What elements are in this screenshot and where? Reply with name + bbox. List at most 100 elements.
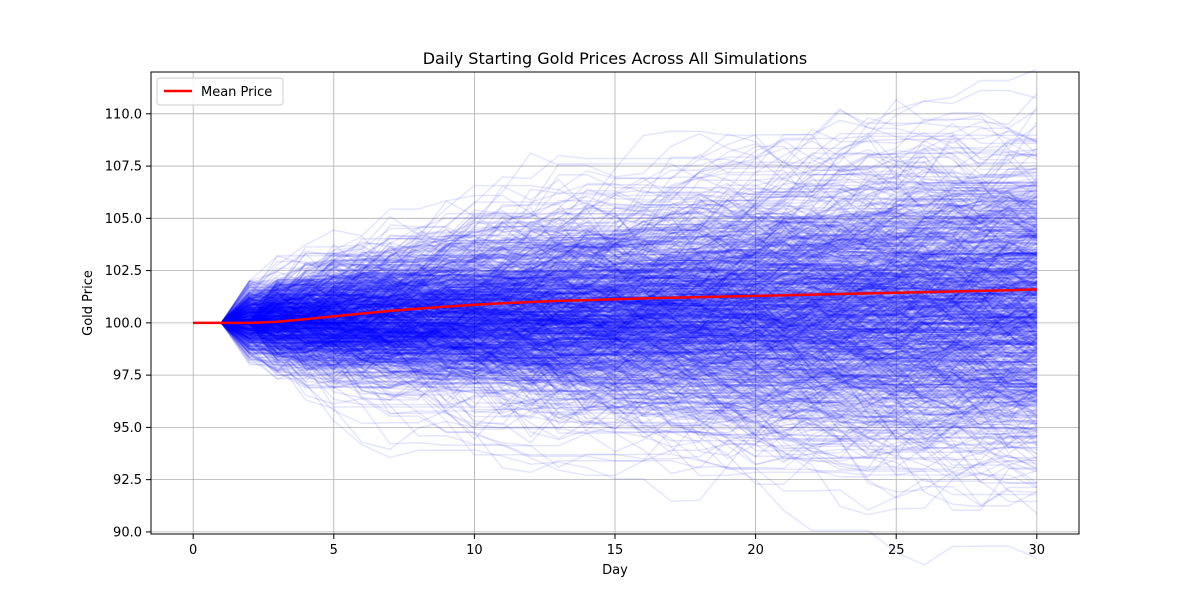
simulation-path [193, 229, 1037, 324]
simulation-path [193, 271, 1038, 361]
simulation-path [193, 206, 1038, 325]
simulation-path [193, 312, 1038, 404]
simulation-path [193, 303, 1038, 369]
simulation-path [193, 318, 1037, 423]
simulation-path [193, 292, 1037, 363]
simulation-path [193, 303, 1038, 389]
simulation-path [193, 273, 1037, 355]
simulation-path [193, 317, 1037, 401]
simulation-path [193, 297, 1038, 353]
simulation-path [193, 224, 1037, 371]
legend-mean-label: Mean Price [201, 85, 272, 100]
simulation-path [193, 305, 1038, 424]
simulation-path [193, 307, 1037, 373]
simulation-path [193, 322, 1038, 445]
simulation-path [193, 216, 1037, 330]
simulation-path [193, 242, 1037, 337]
simulation-path [193, 189, 1038, 325]
simulation-path [193, 316, 1038, 435]
simulation-path [193, 276, 1037, 361]
simulation-path [193, 211, 1038, 324]
simulation-path [193, 208, 1037, 337]
simulation-path [193, 294, 1038, 412]
simulation-path [193, 239, 1037, 344]
simulation-path [193, 321, 1037, 414]
simulation-path [193, 322, 1037, 391]
simulation-path [193, 132, 1038, 324]
simulation-path [193, 290, 1038, 450]
simulation-path [193, 290, 1037, 468]
simulation-path [193, 322, 1037, 511]
simulation-path [193, 171, 1037, 324]
simulation-path [193, 308, 1037, 414]
simulation-path [193, 243, 1038, 331]
simulation-path [193, 304, 1037, 361]
simulation-path [193, 186, 1038, 324]
simulation-path [193, 254, 1038, 376]
simulation-path [193, 301, 1038, 349]
simulation-path [193, 273, 1037, 325]
simulation-path [193, 277, 1038, 382]
simulation-path [193, 189, 1037, 361]
simulation-path [193, 243, 1037, 336]
simulation-path [193, 118, 1038, 324]
simulation-path [193, 216, 1037, 324]
simulation-path [193, 296, 1038, 411]
simulation-path [193, 304, 1037, 352]
simulation-path [193, 278, 1037, 331]
simulation-path [193, 322, 1038, 460]
simulation-path [193, 220, 1037, 324]
simulation-path [193, 184, 1037, 340]
simulation-path [193, 313, 1037, 383]
simulation-path [193, 295, 1037, 336]
simulation-path [193, 294, 1038, 338]
simulation-path [193, 312, 1037, 366]
simulation-path [193, 268, 1038, 377]
simulation-path [193, 311, 1037, 388]
simulation-path [193, 274, 1038, 350]
simulation-path [193, 203, 1037, 332]
simulation-path [193, 286, 1038, 369]
simulation-path [193, 322, 1037, 449]
simulation-path [193, 259, 1037, 324]
simulation-path [193, 320, 1037, 386]
simulation-path [193, 267, 1038, 334]
simulation-path [193, 277, 1038, 375]
simulation-path [193, 320, 1038, 399]
simulation-path [193, 233, 1038, 324]
simulation-path [193, 296, 1038, 446]
simulation-path [193, 322, 1037, 474]
simulation-path [193, 285, 1037, 329]
simulation-path [193, 322, 1037, 397]
simulation-path [193, 193, 1037, 324]
simulation-path [193, 322, 1037, 382]
simulation-path [193, 319, 1037, 442]
simulation-path [193, 271, 1038, 340]
simulation-path [193, 265, 1037, 324]
simulation-path [193, 248, 1038, 349]
simulation-path [193, 276, 1038, 371]
simulation-path [193, 322, 1037, 441]
simulation-path [193, 322, 1037, 508]
simulation-path [193, 228, 1037, 347]
simulation-path [193, 250, 1038, 324]
simulation-path [193, 290, 1037, 385]
simulation-path [193, 300, 1038, 380]
simulation-path [193, 256, 1037, 324]
simulation-path [193, 287, 1037, 386]
simulation-path [193, 286, 1038, 427]
simulation-path [193, 204, 1037, 324]
simulation-path [193, 281, 1038, 377]
simulation-path [193, 322, 1038, 404]
simulation-path [193, 243, 1038, 484]
simulation-path [193, 248, 1037, 353]
simulation-path [193, 281, 1038, 339]
simulation-path [193, 299, 1037, 426]
simulation-path [193, 185, 1037, 324]
y-tick-label: 100.0 [105, 316, 142, 331]
simulation-path [193, 267, 1037, 356]
simulation-path [193, 262, 1038, 352]
simulation-path [193, 251, 1037, 347]
simulation-path [193, 299, 1038, 444]
simulation-path [193, 236, 1037, 324]
